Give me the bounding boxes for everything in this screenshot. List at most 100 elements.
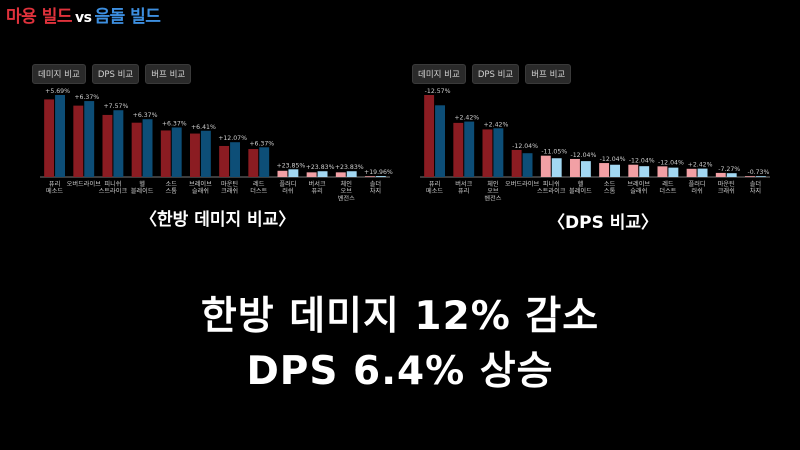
bar-build-b (697, 168, 708, 177)
bar-build-b (464, 121, 475, 177)
bar-change-label: +6.37% (162, 120, 187, 127)
headline-damage: 한방 데미지 12% 감소 (200, 294, 600, 339)
x-tick-label: 오버드라이브 (505, 180, 539, 188)
bar-build-a (570, 158, 580, 177)
bar-build-a (628, 164, 639, 177)
title-vs: vs (74, 10, 92, 26)
bar-build-b (726, 173, 737, 177)
bar-change-label: +2.42% (483, 121, 508, 128)
bar-build-b (580, 161, 591, 177)
bar-change-label: -12.04% (629, 158, 655, 165)
x-tick-label: 블레이드 (131, 187, 154, 195)
bar-build-b (522, 153, 533, 177)
bar-build-b (288, 169, 299, 177)
bar-build-a (219, 145, 230, 177)
bar-build-a (482, 129, 493, 177)
x-tick-label: 퓨리 (49, 180, 60, 188)
bar-build-a (160, 130, 171, 177)
damage-compare-button[interactable]: 데미지 비교 (412, 64, 466, 84)
bar-build-a (365, 176, 375, 177)
bar-build-b (668, 167, 679, 177)
x-tick-label: 마운틴 (221, 180, 238, 188)
bar-change-label: +2.42% (454, 115, 479, 122)
bar-build-b (435, 105, 445, 177)
x-tick-label: 플러디 (279, 180, 296, 188)
x-tick-label: 메소드 (46, 187, 63, 195)
bar-build-a (335, 172, 346, 177)
x-tick-label: 브레이브 (189, 180, 212, 188)
bar-change-label: +6.37% (133, 112, 158, 119)
bar-build-a (44, 99, 55, 177)
x-tick-label: 플러디 (689, 180, 706, 188)
x-tick-label: 오브 (341, 188, 353, 195)
dps-compare-button[interactable]: DPS 비교 (471, 64, 520, 84)
bar-build-a (277, 170, 288, 177)
x-tick-label: 스트라이크 (99, 187, 128, 195)
bar-build-b (610, 164, 620, 177)
dps-bar-chart: -12.57%퓨리메소드+2.42%버서크퓨리+2.42%체인오브벤전스-12.… (420, 88, 770, 202)
bar-change-label: -12.57% (425, 88, 451, 95)
bar-change-label: -12.04% (600, 156, 626, 163)
bar-build-b (55, 95, 65, 177)
bar-build-a (686, 168, 697, 177)
bar-build-a (540, 155, 551, 177)
x-tick-label: 크래쉬 (221, 187, 238, 195)
bar-change-label: +12.07% (218, 135, 247, 142)
damage-chart-caption: 〈한방 데미지 비교〉 (140, 210, 296, 230)
bar-change-label: -12.04% (658, 159, 684, 166)
buff-compare-button[interactable]: 버프 비교 (525, 64, 572, 84)
bar-build-b (755, 176, 766, 177)
x-tick-label: 피니쉬 (543, 180, 560, 188)
x-tick-label: 차지 (370, 187, 381, 195)
bar-change-label: +23.83% (306, 164, 335, 171)
bar-change-label: -7.27% (718, 166, 740, 173)
x-tick-label: 솔더 (750, 180, 761, 188)
buff-compare-button[interactable]: 버프 비교 (145, 64, 192, 84)
bar-change-label: +23.83% (335, 164, 364, 171)
bar-build-b (84, 101, 95, 177)
x-tick-label: 오브 (487, 188, 499, 195)
bar-change-label: -0.73% (747, 169, 769, 176)
x-tick-label: 버서크 (309, 180, 326, 188)
x-tick-label: 크래쉬 (718, 187, 735, 195)
bar-build-b (259, 147, 270, 177)
x-tick-label: 버서크 (455, 180, 472, 188)
chart-tab-bar: 데미지 비교 DPS 비교 버프 비교 (412, 64, 572, 84)
x-tick-label: 스톰 (604, 188, 616, 195)
bar-build-a (424, 95, 435, 177)
bar-change-label: -12.04% (571, 152, 597, 159)
bar-build-a (657, 166, 668, 177)
bar-build-b (639, 166, 650, 177)
x-tick-label: 체인 (341, 180, 353, 188)
bar-change-label: +19.96% (364, 169, 393, 176)
bar-change-label: +6.37% (74, 94, 99, 101)
title-left: 마용 빌드 (6, 7, 72, 27)
damage-compare-button[interactable]: 데미지 비교 (32, 64, 86, 84)
title-right: 음돌 빌드 (94, 7, 161, 27)
x-tick-label: 벤전스 (484, 194, 501, 202)
x-tick-label: 헬 (139, 180, 145, 188)
x-tick-label: 러쉬 (691, 187, 702, 195)
x-tick-label: 체인 (487, 180, 499, 188)
x-tick-label: 퓨리 (429, 180, 440, 188)
bar-change-label: +6.37% (249, 140, 274, 147)
bar-change-label: +7.57% (103, 103, 128, 110)
x-tick-label: 슬래쉬 (630, 187, 647, 195)
bar-build-a (715, 172, 726, 177)
bar-build-b (142, 119, 153, 177)
dps-compare-button[interactable]: DPS 비교 (91, 64, 140, 84)
bar-build-b (230, 142, 240, 177)
x-tick-label: 더스트 (250, 187, 267, 195)
x-tick-label: 마운틴 (718, 180, 735, 188)
bar-build-a (190, 133, 200, 177)
x-tick-label: 솔더 (370, 180, 381, 188)
bar-build-b (493, 128, 504, 177)
bar-change-label: -11.05% (541, 149, 567, 156)
bar-build-a (248, 149, 259, 177)
bar-build-b (171, 127, 182, 177)
chart-tab-bar: 데미지 비교 DPS 비교 버프 비교 (32, 64, 192, 84)
x-tick-label: 차지 (750, 187, 761, 195)
bar-build-b (346, 171, 357, 177)
x-tick-label: 퓨리 (458, 187, 469, 195)
bar-build-b (317, 171, 328, 177)
